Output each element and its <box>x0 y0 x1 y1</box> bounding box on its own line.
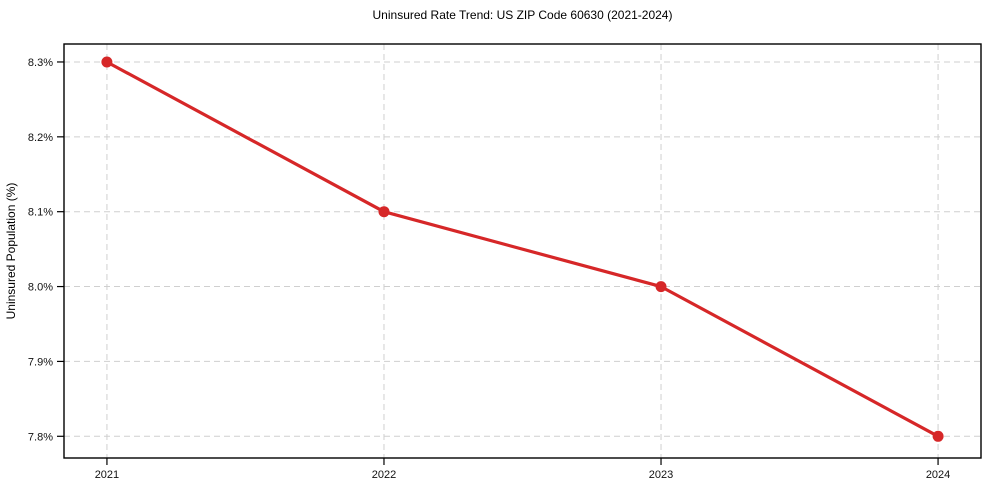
data-point-marker <box>378 206 390 218</box>
y-tick-label: 8.1% <box>28 207 53 219</box>
y-tick-label: 7.9% <box>28 356 53 368</box>
y-tick-label: 8.3% <box>28 57 53 69</box>
y-tick-label: 8.2% <box>28 132 53 144</box>
data-point-marker <box>101 56 113 68</box>
y-axis-label: Uninsured Population (%) <box>4 183 18 320</box>
trend-line <box>105 60 940 438</box>
x-tick-label: 2023 <box>649 469 673 481</box>
data-point-marker <box>932 430 944 442</box>
y-tick-label: 7.8% <box>28 431 53 443</box>
data-point-marker <box>655 281 667 293</box>
y-tick-label: 8.0% <box>28 282 53 294</box>
chart-title: Uninsured Rate Trend: US ZIP Code 60630 … <box>372 8 673 22</box>
x-tick-label: 2021 <box>95 469 119 481</box>
x-tick-label: 2024 <box>926 469 950 481</box>
plot-border <box>63 43 982 459</box>
x-tick-label: 2022 <box>372 469 396 481</box>
